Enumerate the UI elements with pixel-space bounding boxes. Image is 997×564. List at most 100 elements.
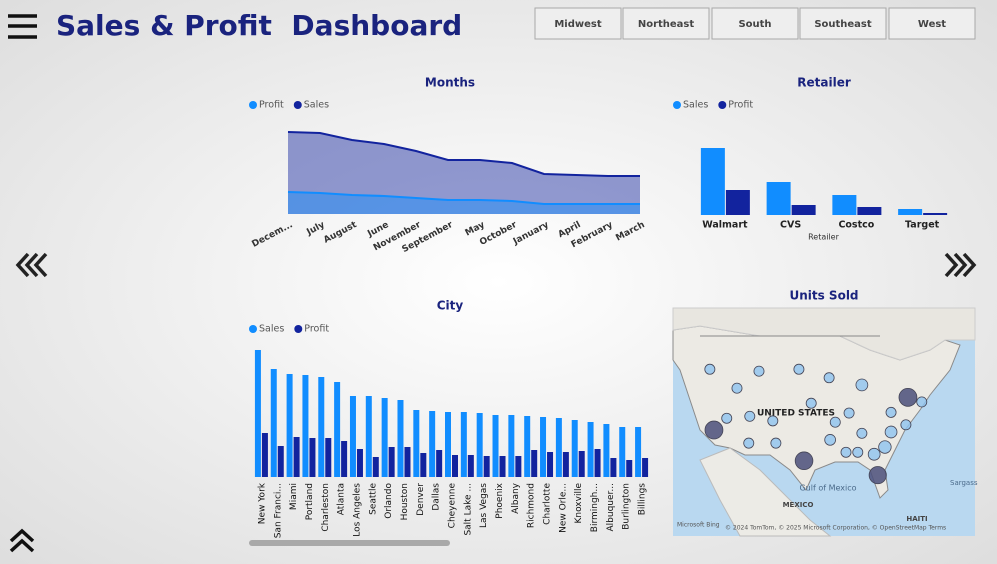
bar (420, 453, 427, 477)
button-box (888, 7, 976, 40)
bar (270, 369, 277, 477)
bar (365, 396, 372, 477)
dashboard-title: Sales & Profit Dashboard (56, 9, 462, 42)
bar (531, 450, 538, 477)
bar (610, 458, 617, 477)
x-tick-label: Costco (838, 220, 874, 231)
top-arrow[interactable] (9, 528, 35, 553)
bar (508, 415, 515, 477)
bar (397, 400, 404, 477)
legend-label: Sales (304, 100, 329, 111)
x-tick-label: Las Vegas (479, 483, 489, 528)
bar (499, 456, 506, 477)
map-label: Microsoft Bing (677, 522, 720, 529)
bar (524, 416, 531, 477)
menu-icon[interactable] (8, 14, 37, 39)
bar (725, 190, 750, 215)
region-button[interactable]: Southeast (799, 7, 887, 40)
x-tick-label: CVS (780, 220, 801, 231)
x-tick-label: Seattle (368, 483, 378, 515)
bar (467, 455, 474, 477)
x-tick-label: Richmond (527, 483, 537, 528)
bar (286, 374, 293, 477)
region-button[interactable]: Midwest (534, 7, 622, 40)
bar (445, 412, 451, 477)
region-button[interactable]: South (711, 7, 799, 40)
bar (619, 427, 626, 477)
map-bubble (793, 363, 805, 375)
bar (571, 420, 578, 477)
map-bubble (916, 396, 928, 408)
map-label: Gulf of Mexico (799, 484, 856, 493)
bar (341, 441, 348, 477)
button-box (622, 7, 710, 40)
bar (429, 411, 436, 477)
x-tick-label: Dallas (432, 483, 442, 511)
bar (460, 412, 467, 477)
map-bubble (843, 407, 855, 419)
button-label: Northeast (638, 19, 695, 30)
button-label: South (738, 19, 771, 30)
x-tick-label: Charlotte (543, 483, 553, 525)
map-label: MEXICO (783, 501, 814, 509)
bar (603, 424, 610, 477)
button-label: Southeast (814, 19, 872, 30)
bar (642, 458, 649, 477)
map-bubble (753, 365, 765, 377)
map-bubble (824, 434, 836, 446)
area (288, 192, 640, 214)
x-tick-label: Burlington (622, 483, 632, 530)
bar (452, 455, 458, 477)
x-tick-label: Knoxville (574, 483, 584, 524)
chart-title: Units Sold (789, 289, 858, 303)
x-tick-label: Charleston (321, 483, 331, 532)
bar (277, 446, 284, 477)
map-bubble (868, 466, 887, 485)
map-bubble (744, 410, 756, 422)
x-tick-label: New Orle... (558, 483, 568, 533)
chart-title: City (437, 299, 464, 313)
map-bubble (743, 437, 755, 449)
x-tick-label: Miami (289, 483, 299, 510)
chart-title: Retailer (797, 76, 851, 90)
bar (766, 182, 791, 215)
chart-title: Months (425, 76, 475, 90)
legend-label: Profit (259, 100, 284, 111)
bar (293, 437, 300, 477)
x-tick-label: Salt Lake ... (463, 483, 473, 536)
region-button[interactable]: Northeast (622, 7, 710, 40)
bar (261, 433, 268, 477)
map-bubble (867, 447, 881, 461)
x-tick-label: Atlanta (337, 483, 347, 515)
x-tick-label: Portland (305, 483, 315, 520)
bar (413, 410, 420, 477)
map-bubble (721, 412, 733, 424)
legend-swatch (249, 325, 257, 333)
legend-label: Profit (728, 100, 753, 111)
map-bubble (731, 382, 743, 394)
bar (436, 450, 443, 477)
next-arrow[interactable] (944, 252, 977, 278)
prev-arrow[interactable] (15, 252, 48, 278)
x-tick-label: Phoenix (495, 482, 505, 518)
map-bubble (855, 378, 869, 392)
map-label: UNITED STATES (757, 409, 835, 419)
legend-swatch (293, 101, 302, 109)
bar (587, 422, 594, 477)
region-button[interactable]: West (888, 7, 976, 40)
bar (325, 438, 332, 477)
bar (898, 209, 923, 215)
map-bubble (878, 440, 892, 454)
bar (700, 148, 725, 215)
bar (492, 415, 499, 477)
bar (626, 460, 633, 477)
bar (594, 449, 601, 477)
button-box (534, 7, 622, 40)
scrollbar[interactable] (249, 540, 450, 546)
x-tick-label: Albany (511, 482, 521, 514)
x-tick-label: Denver (416, 483, 426, 516)
map-bubble (852, 446, 864, 458)
bar (381, 398, 388, 477)
map-bubble (770, 437, 782, 449)
